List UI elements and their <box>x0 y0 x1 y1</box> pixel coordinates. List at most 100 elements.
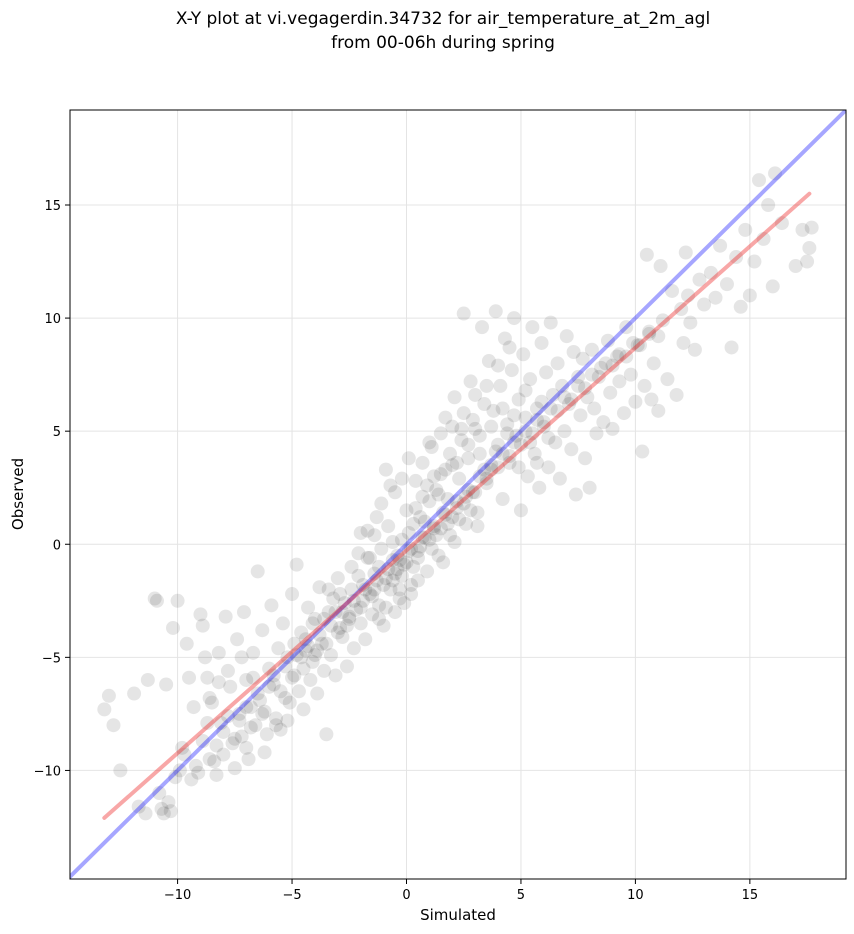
data-point <box>484 419 499 434</box>
data-point <box>733 299 748 314</box>
data-point <box>429 482 444 497</box>
data-point <box>374 541 389 556</box>
y-tick-label: −5 <box>42 651 61 666</box>
grid <box>70 110 846 879</box>
data-point <box>520 469 535 484</box>
data-point <box>445 419 460 434</box>
data-point <box>360 523 375 538</box>
data-point <box>433 521 448 536</box>
data-point <box>406 559 421 574</box>
data-point <box>172 763 187 778</box>
data-point <box>415 455 430 470</box>
data-point <box>442 528 457 543</box>
data-point <box>461 482 476 497</box>
data-point <box>468 387 483 402</box>
data-point <box>356 577 371 592</box>
data-point <box>342 611 357 626</box>
data-point <box>426 519 441 534</box>
data-point <box>507 408 522 423</box>
data-point <box>321 605 336 620</box>
x-tick-label: −5 <box>282 888 301 903</box>
data-point <box>431 487 446 502</box>
data-point <box>472 469 487 484</box>
data-point <box>394 532 409 547</box>
data-point <box>571 369 586 384</box>
data-point <box>408 473 423 488</box>
x-axis-label: Simulated <box>420 906 496 924</box>
data-point <box>449 501 464 516</box>
data-point <box>580 390 595 405</box>
data-point <box>445 510 460 525</box>
data-point <box>529 412 544 427</box>
data-point <box>392 553 407 568</box>
data-point <box>612 374 627 389</box>
data-point <box>369 573 384 588</box>
data-point <box>367 566 382 581</box>
data-point <box>630 338 645 353</box>
data-point <box>372 598 387 613</box>
data-point <box>534 394 549 409</box>
data-point <box>681 288 696 303</box>
data-point <box>502 455 517 470</box>
data-point <box>488 444 503 459</box>
data-point <box>266 668 281 683</box>
data-point <box>454 433 469 448</box>
y-tick-label: 10 <box>44 312 61 327</box>
data-point <box>149 593 164 608</box>
data-point <box>333 587 348 602</box>
data-point <box>156 806 171 821</box>
data-point <box>459 516 474 531</box>
data-point <box>410 573 425 588</box>
data-point <box>339 618 354 633</box>
data-point <box>417 530 432 545</box>
data-point <box>525 426 540 441</box>
data-point <box>463 374 478 389</box>
data-point <box>193 607 208 622</box>
data-point <box>101 688 116 703</box>
data-point <box>399 503 414 518</box>
data-point <box>598 356 613 371</box>
data-point <box>388 485 403 500</box>
data-point <box>140 672 155 687</box>
data-point <box>339 659 354 674</box>
data-point <box>127 686 142 701</box>
data-point <box>168 770 183 785</box>
data-point <box>232 713 247 728</box>
data-point <box>525 320 540 335</box>
plot-frame <box>69 109 847 880</box>
data-point <box>319 727 334 742</box>
data-point <box>804 220 819 235</box>
data-point <box>422 532 437 547</box>
data-point <box>198 650 213 665</box>
data-point <box>442 446 457 461</box>
data-point <box>596 415 611 430</box>
x-tick-label: 0 <box>402 888 410 903</box>
data-point <box>317 611 332 626</box>
data-point <box>518 383 533 398</box>
data-point <box>296 702 311 717</box>
data-point <box>653 259 668 274</box>
data-point <box>456 306 471 321</box>
data-point <box>449 455 464 470</box>
data-point <box>344 582 359 597</box>
data-point <box>713 238 728 253</box>
data-point <box>422 435 437 450</box>
data-point <box>367 582 382 597</box>
data-point <box>619 349 634 364</box>
data-point <box>113 763 128 778</box>
data-point <box>676 335 691 350</box>
data-point <box>456 406 471 421</box>
data-point <box>333 620 348 635</box>
y-axis-label: Observed <box>9 458 27 530</box>
data-point <box>447 390 462 405</box>
data-point <box>523 435 538 450</box>
data-point <box>328 605 343 620</box>
data-point <box>200 715 215 730</box>
data-point <box>202 691 217 706</box>
data-point <box>644 392 659 407</box>
data-point <box>477 397 492 412</box>
data-point <box>678 245 693 260</box>
data-point <box>415 489 430 504</box>
data-point <box>479 471 494 486</box>
data-point <box>404 577 419 592</box>
